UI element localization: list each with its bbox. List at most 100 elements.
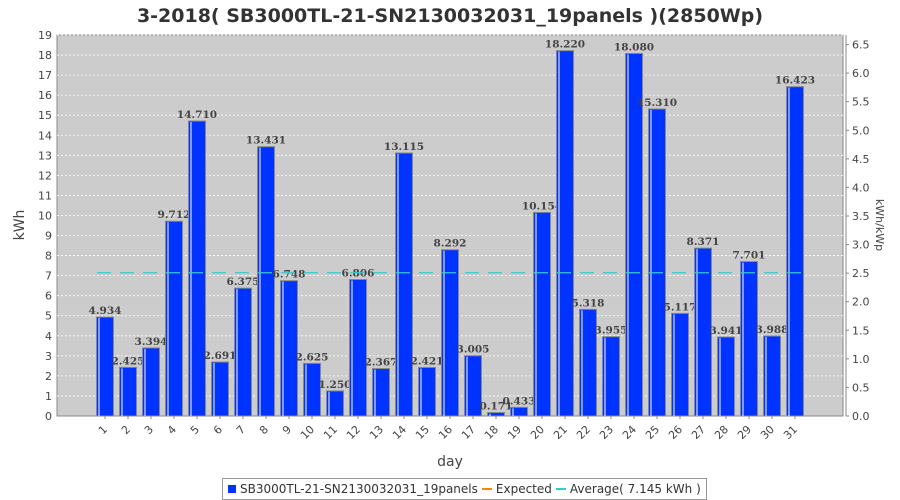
bar-value-label: 16.423 — [775, 75, 815, 87]
x-tick-label: 22 — [574, 423, 593, 442]
y-tick-label: 3 — [45, 350, 52, 363]
legend: SB3000TL-21-SN2130032031_19panels Expect… — [222, 478, 707, 500]
y2-axis-label: kWh/kWp — [873, 199, 886, 251]
x-tick-label: 23 — [597, 423, 616, 442]
legend-swatch-expected — [481, 488, 492, 490]
y-tick-label: 5 — [45, 310, 52, 323]
y-tick-label: 1 — [45, 390, 52, 403]
x-tick-label: 10 — [298, 423, 317, 442]
y-tick-label: 19 — [38, 29, 52, 42]
y-tick-label: 8 — [45, 250, 52, 263]
y-tick-label: 2 — [45, 370, 52, 383]
bar-value-label: 6.748 — [273, 269, 306, 281]
bar-value-label: 3.955 — [595, 325, 628, 337]
y-tick-label: 6 — [45, 290, 52, 303]
y2-tick-label: 2.0 — [852, 296, 870, 309]
x-tick-label: 13 — [367, 423, 386, 442]
bar-value-label: 6.806 — [342, 268, 375, 280]
bar-value-label: 8.371 — [687, 236, 720, 248]
legend-swatch-series — [228, 485, 236, 493]
x-tick-label: 27 — [689, 423, 708, 442]
y2-tick-label: 5.5 — [852, 96, 870, 109]
y-tick-label: 11 — [38, 189, 52, 202]
x-tick-label: 5 — [188, 423, 202, 437]
y2-tick-label: 1.0 — [852, 353, 870, 366]
y-tick-label: 0 — [45, 410, 52, 423]
x-tick-label: 3 — [142, 423, 156, 437]
bar-value-label: 18.080 — [614, 41, 654, 53]
bar-value-label: 6.375 — [227, 276, 260, 288]
y-tick-label: 9 — [45, 230, 52, 243]
x-tick-label: 25 — [643, 423, 662, 442]
bar-value-label: 2.421 — [411, 355, 444, 367]
bar-value-label: 0.433 — [503, 395, 536, 407]
y2-tick-label: 6.5 — [852, 39, 870, 52]
y-tick-label: 18 — [38, 49, 52, 62]
x-tick-label: 15 — [413, 423, 432, 442]
bar-value-label: 10.154 — [522, 200, 562, 212]
bar-value-label: 13.431 — [246, 135, 286, 147]
y-axis-label: kWh — [12, 210, 28, 241]
y2-tick-label: 1.5 — [852, 324, 870, 337]
y-tick-label: 17 — [38, 69, 52, 82]
y2-tick-label: 4.5 — [852, 153, 870, 166]
y2-tick-label: 0.5 — [852, 381, 870, 394]
x-tick-label: 4 — [165, 423, 179, 437]
x-tick-label: 29 — [735, 423, 754, 442]
bar-value-label: 18.220 — [545, 39, 585, 51]
x-tick-label: 12 — [344, 423, 363, 442]
bar-value-label: 15.310 — [637, 97, 677, 109]
x-tick-label: 30 — [758, 423, 777, 442]
y2-tick-label: 6.0 — [852, 67, 870, 80]
x-tick-label: 11 — [321, 423, 340, 442]
chart-title: 3-2018( SB3000TL-21-SN2130032031_19panel… — [137, 5, 763, 27]
x-tick-label: 16 — [436, 423, 455, 442]
legend-series: SB3000TL-21-SN2130032031_19panels — [240, 482, 478, 496]
y2-tick-label: 3.5 — [852, 210, 870, 223]
bar-value-label: 3.988 — [756, 324, 789, 336]
bar-value-label: 3.941 — [710, 325, 743, 337]
bar-value-label: 5.318 — [572, 297, 605, 309]
y-tick-label: 15 — [38, 109, 52, 122]
x-tick-label: 20 — [528, 423, 547, 442]
y-tick-label: 16 — [38, 89, 52, 102]
x-tick-label: 31 — [781, 423, 800, 442]
bar-value-label: 8.292 — [434, 238, 467, 250]
y2-tick-label: 3.0 — [852, 239, 870, 252]
x-tick-label: 7 — [234, 423, 248, 437]
x-tick-label: 1 — [96, 423, 110, 437]
x-tick-label: 28 — [712, 423, 731, 442]
x-tick-label: 19 — [505, 423, 524, 442]
bar-value-label: 7.701 — [733, 250, 766, 262]
y2-tick-label: 2.5 — [852, 267, 870, 280]
legend-swatch-average — [555, 488, 566, 490]
bar-value-label: 13.115 — [384, 141, 424, 153]
x-axis-label: day — [437, 454, 463, 470]
y-tick-label: 7 — [45, 270, 52, 283]
y2-tick-label: 5.0 — [852, 124, 870, 137]
legend-expected: Expected — [495, 482, 552, 496]
x-tick-label: 26 — [666, 423, 685, 442]
y-tick-label: 10 — [38, 209, 52, 222]
bar-value-label: 3.394 — [135, 336, 168, 348]
x-tick-label: 17 — [459, 423, 478, 442]
x-tick-label: 2 — [119, 423, 133, 437]
bar-value-label: 2.425 — [112, 355, 145, 367]
y-tick-label: 13 — [38, 149, 52, 162]
x-tick-label: 21 — [551, 423, 570, 442]
bar-value-label: 4.934 — [89, 305, 122, 317]
legend-average: Average( 7.145 kWh ) — [569, 482, 701, 496]
x-tick-label: 18 — [482, 423, 501, 442]
x-tick-label: 8 — [257, 423, 271, 437]
x-tick-label: 6 — [211, 423, 225, 437]
bar-value-label: 1.250 — [319, 379, 352, 391]
y-tick-label: 12 — [38, 169, 52, 182]
bar-value-label: 9.712 — [158, 209, 191, 221]
bar-value-label: 0.171 — [480, 401, 513, 413]
y-tick-label: 14 — [38, 129, 52, 142]
y2-tick-label: 0.0 — [852, 410, 870, 423]
y-tick-label: 4 — [45, 330, 52, 343]
y2-tick-label: 4.0 — [852, 181, 870, 194]
x-tick-label: 14 — [390, 423, 409, 442]
